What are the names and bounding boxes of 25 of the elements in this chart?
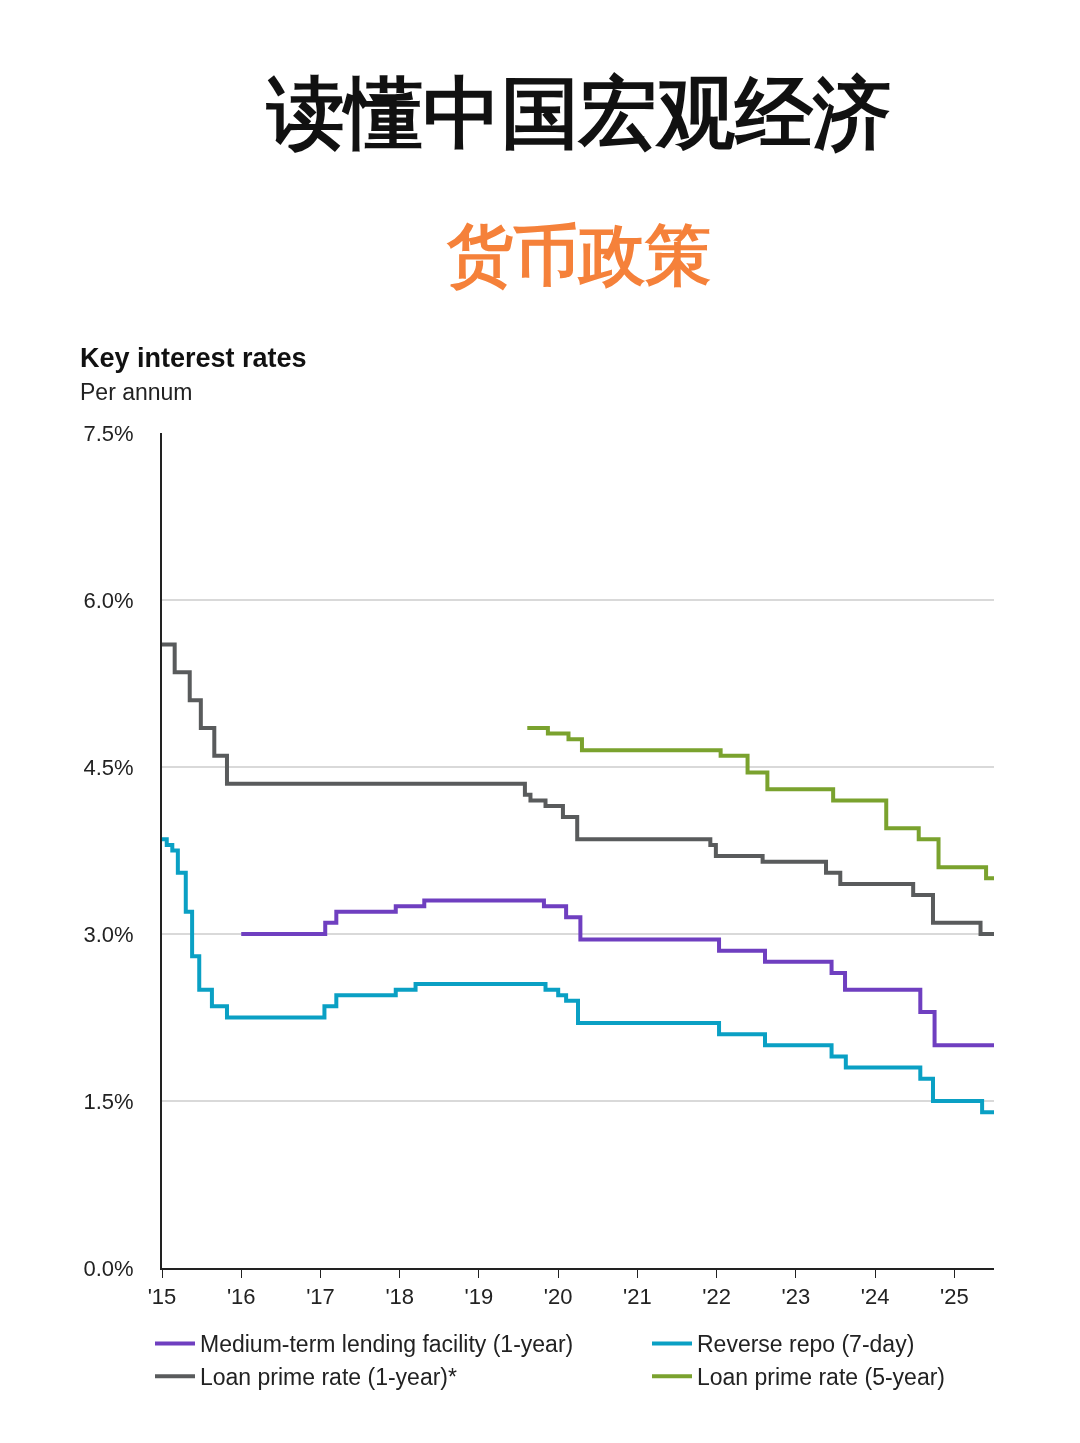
x-tick-label: '17: [306, 1284, 335, 1310]
chart-subtitle: Per annum: [80, 379, 193, 405]
x-tick-label: '21: [623, 1284, 652, 1310]
x-tick-label: '20: [543, 1284, 573, 1310]
y-tick-label: 7.5%: [83, 420, 134, 446]
x-tick-label: '18: [385, 1284, 415, 1310]
x-tick-label: '23: [781, 1284, 811, 1310]
x-tick-label: '19: [464, 1284, 494, 1310]
chart-title: Key interest rates: [80, 343, 307, 373]
text: 货币政策: [446, 216, 711, 294]
x-tick-label: '22: [702, 1284, 732, 1310]
legend-label: Loan prime rate (5-year): [697, 1364, 945, 1391]
y-tick-label: 1.5%: [83, 1088, 134, 1114]
x-tick-label: '15: [147, 1284, 177, 1310]
x-tick-label: '16: [226, 1284, 256, 1310]
x-tick-label: '25: [940, 1284, 969, 1310]
y-tick-label: 4.5%: [83, 754, 134, 780]
legend-label: Reverse repo (7-day): [697, 1331, 915, 1358]
legend-label: Medium-term lending facility (1-year): [200, 1331, 574, 1358]
legend-label: Loan prime rate (1-year)*: [200, 1364, 457, 1391]
y-tick-label: 0.0%: [83, 1255, 134, 1281]
x-tick-label: '24: [860, 1284, 890, 1310]
text: 读懂中国宏观经济: [265, 67, 891, 158]
y-tick-label: 6.0%: [83, 587, 134, 613]
y-tick-label: 3.0%: [83, 921, 134, 947]
